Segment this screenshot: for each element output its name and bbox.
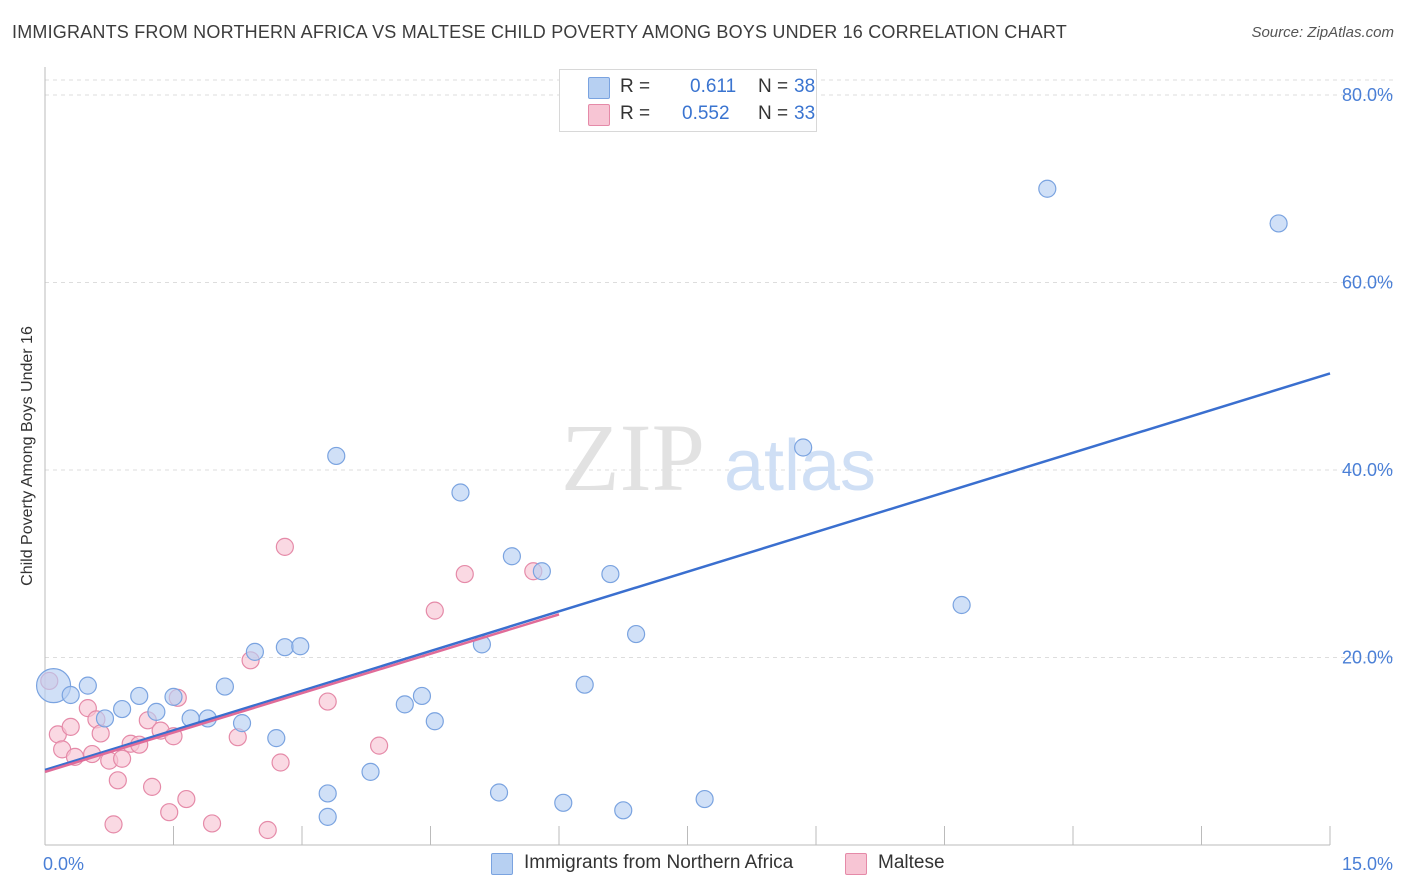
legend-n-label: N =	[758, 76, 789, 97]
immigrants-point	[232, 714, 252, 733]
maltese-point	[258, 820, 277, 840]
legend-r-value: 0.552	[682, 103, 730, 124]
legend-n-value: 38	[794, 76, 816, 97]
immigrants-point	[61, 685, 80, 705]
x-tick-label: 15.0%	[1342, 854, 1393, 874]
maltese-point	[202, 814, 222, 833]
maltese-points	[40, 537, 543, 840]
immigrants-point	[952, 595, 971, 615]
immigrants-point	[78, 676, 97, 695]
watermark-atlas: atlas	[724, 426, 876, 506]
immigrants-point	[267, 729, 286, 748]
maltese-point	[104, 815, 123, 834]
immigrants-point	[291, 637, 310, 656]
immigrants-points	[35, 179, 1288, 826]
immigrants-point	[489, 783, 509, 802]
legend-n-label: N =	[758, 103, 789, 124]
y-tick-label: 80.0%	[1342, 85, 1393, 105]
immigrants-point	[614, 801, 633, 820]
immigrants-point	[215, 677, 234, 696]
maltese-point	[275, 537, 294, 556]
correlation-legend: R = 0.611 N = 38 R = 0.552 N = 33	[559, 69, 817, 132]
chart-source: Source: ZipAtlas.com	[1251, 24, 1394, 41]
maltese-point	[425, 601, 444, 620]
x-tick-label: 0.0%	[43, 854, 84, 874]
immigrants-point	[502, 547, 521, 566]
legend-swatch-blue	[588, 77, 610, 99]
maltese-point	[108, 771, 127, 790]
legend-r-label: R =	[620, 76, 651, 97]
maltese-point	[177, 789, 196, 809]
maltese-point	[370, 736, 389, 755]
immigrants-point	[601, 564, 620, 584]
immigrants-point	[794, 438, 813, 457]
immigrants-point	[318, 784, 337, 803]
y-tick-labels: 20.0% 40.0% 60.0% 80.0%	[1342, 85, 1393, 668]
maltese-point	[142, 777, 162, 796]
immigrants-trend-line	[44, 372, 1331, 772]
y-tick-label: 20.0%	[1342, 648, 1393, 668]
immigrants-point	[164, 687, 183, 706]
immigrants-point	[327, 446, 346, 466]
bottom-legend-swatch-pink	[845, 853, 867, 875]
immigrants-point	[626, 624, 646, 644]
maltese-point	[318, 692, 337, 711]
maltese-point	[271, 753, 290, 772]
legend-r-label: R =	[620, 103, 651, 124]
immigrants-point	[1038, 179, 1057, 198]
immigrants-point	[575, 675, 594, 694]
grid-lines	[45, 79, 1395, 658]
immigrants-point	[554, 793, 573, 812]
legend-n-value: 33	[794, 103, 816, 124]
maltese-trend-line	[44, 613, 560, 774]
legend-r-value: 0.611	[690, 76, 737, 97]
immigrants-point	[147, 702, 166, 721]
bottom-legend-swatch-blue	[491, 853, 513, 875]
immigrants-point	[395, 695, 414, 714]
x-tick-labels: 0.0% 15.0%	[43, 854, 1393, 874]
maltese-point	[91, 724, 110, 743]
immigrants-point	[112, 699, 132, 719]
immigrants-point	[695, 789, 714, 809]
immigrants-point	[1269, 214, 1288, 233]
watermark-zip: ZIP	[561, 404, 705, 511]
maltese-point	[160, 803, 179, 822]
axes	[44, 67, 1331, 846]
immigrants-point	[412, 686, 432, 706]
y-tick-label: 40.0%	[1342, 460, 1393, 480]
chart-title: IMMIGRANTS FROM NORTHERN AFRICA VS MALTE…	[12, 22, 1067, 42]
trend-lines	[44, 372, 1331, 774]
maltese-point	[112, 749, 132, 768]
immigrants-point	[318, 807, 337, 826]
immigrants-point	[532, 562, 551, 581]
bottom-legend-label: Immigrants from Northern Africa	[524, 852, 794, 873]
maltese-point	[455, 564, 474, 584]
maltese-point	[61, 717, 80, 736]
y-tick-label: 60.0%	[1342, 273, 1393, 293]
immigrants-point	[361, 762, 380, 781]
immigrants-point	[245, 642, 264, 661]
immigrants-point	[451, 483, 470, 502]
immigrants-point	[425, 712, 444, 731]
immigrants-point	[275, 638, 294, 657]
y-axis-label: Child Poverty Among Boys Under 16	[19, 326, 36, 586]
bottom-legend-label: Maltese	[878, 852, 945, 873]
immigrants-point	[130, 686, 149, 706]
legend-swatch-pink	[588, 104, 610, 126]
immigrants-point	[95, 709, 115, 728]
watermark: ZIP atlas	[561, 404, 876, 511]
